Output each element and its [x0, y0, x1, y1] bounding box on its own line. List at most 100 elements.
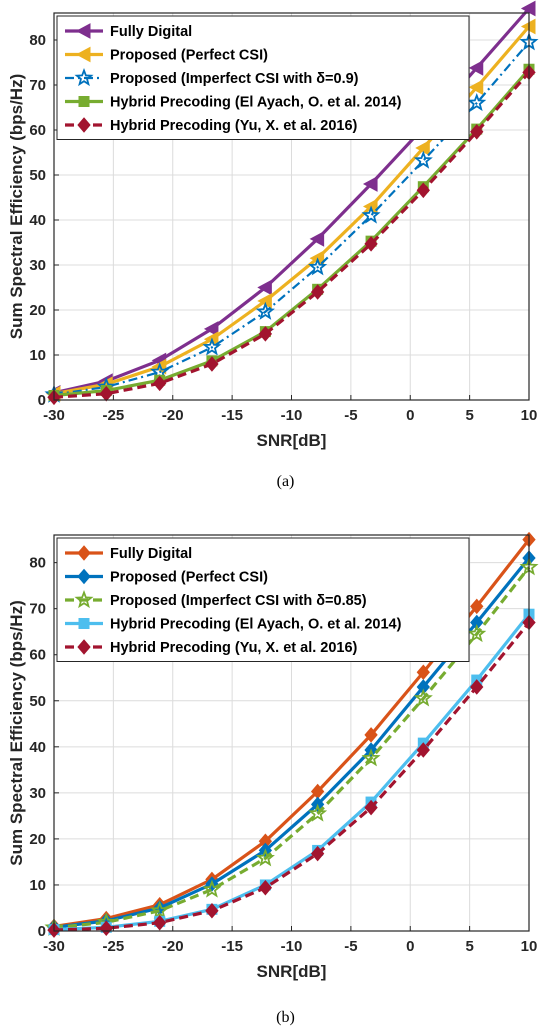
data-point: [153, 375, 167, 392]
series-line: [53, 613, 531, 932]
series-hybrid-precoding-yu-x-et-al-2016: [47, 64, 536, 406]
data-point: [520, 0, 536, 17]
x-tick-label: -30: [43, 938, 65, 955]
x-tick-label: -25: [103, 407, 125, 424]
y-tick-label: 20: [29, 302, 46, 319]
data-point: [309, 231, 325, 247]
data-point: [153, 914, 167, 931]
legend-marker: [77, 117, 91, 133]
series-line: [53, 566, 531, 930]
legend-item: Hybrid Precoding (Yu, X. et al. 2016): [65, 639, 358, 656]
legend-label: Hybrid Precoding (Yu, X. et al. 2016): [110, 640, 358, 656]
legend-item: Proposed (Imperfect CSI with δ=0.85): [65, 589, 367, 609]
data-point: [310, 845, 325, 862]
data-point: [203, 321, 219, 337]
legend-item: Hybrid Precoding (El Ayach, O. et al. 20…: [65, 95, 402, 111]
data-point: [150, 900, 170, 919]
data-point: [205, 356, 219, 372]
data-point: [308, 257, 328, 276]
data-point: [413, 150, 433, 169]
y-tick-label: 80: [29, 32, 46, 49]
x-tick-label: -20: [162, 938, 184, 955]
y-tick-label: 50: [29, 167, 46, 184]
data-point: [202, 337, 222, 356]
y-tick-label: 20: [29, 831, 46, 848]
y-tick-label: 10: [29, 347, 46, 364]
data-point: [308, 803, 328, 822]
data-point: [470, 614, 484, 631]
legend-marker: [77, 568, 91, 585]
y-tick-label: 70: [29, 601, 46, 618]
legend-label: Hybrid Precoding (El Ayach, O. et al. 20…: [110, 95, 402, 111]
y-tick-label: 80: [29, 555, 46, 572]
y-axis-label: Sum Spectral Efficiency (bps/Hz): [7, 600, 26, 865]
y-axis-label: Sum Spectral Efficiency (bps/Hz): [7, 74, 26, 339]
legend-item: Hybrid Precoding (El Ayach, O. et al. 20…: [65, 617, 402, 633]
x-tick-label: -20: [162, 407, 184, 424]
data-point: [361, 205, 381, 224]
chart-b: -30 -25 -20 -15 -10 -5 0 5 10 0 10 20 30 40 50 60 70 80 SN…: [7, 531, 539, 1026]
y-tick-label: 10: [29, 877, 46, 894]
data-point: [202, 879, 222, 898]
data-point: [258, 879, 273, 896]
legend-label: Proposed (Imperfect CSI with δ=0.9): [110, 71, 359, 87]
data-point: [364, 799, 378, 816]
data-point: [416, 182, 430, 199]
data-point: [470, 124, 484, 140]
legend-label: Hybrid Precoding (El Ayach, O. et al. 20…: [110, 617, 402, 633]
legend-label: Proposed (Perfect CSI): [110, 48, 268, 64]
legend-item: Proposed (Perfect CSI): [65, 46, 268, 64]
data-point: [468, 79, 484, 96]
x-tick-label: 10: [521, 407, 538, 424]
y-tick-label: 30: [29, 257, 46, 274]
data-point: [310, 284, 325, 300]
series-line: [53, 71, 531, 399]
data-point: [470, 679, 484, 695]
x-axis-label: SNR[dB]: [257, 431, 327, 450]
data-point: [470, 598, 484, 615]
legend-label: Proposed (Imperfect CSI with δ=0.85): [110, 593, 367, 609]
figure-caption: (b): [276, 1009, 295, 1026]
data-point: [468, 60, 484, 76]
data-point: [467, 623, 487, 643]
data-point: [364, 727, 378, 743]
y-tick-label: 0: [38, 923, 46, 940]
y-tick-label: 30: [29, 785, 46, 802]
legend-label: Hybrid Precoding (Yu, X. et al. 2016): [110, 118, 358, 134]
series-line: [53, 68, 531, 398]
data-point: [416, 742, 430, 758]
data-point: [415, 140, 430, 156]
legend-item: Fully Digital: [65, 23, 192, 40]
x-tick-label: -5: [344, 938, 357, 955]
legend-marker: [78, 96, 90, 107]
x-tick-label: 5: [465, 407, 473, 424]
x-tick-label: -15: [221, 407, 243, 424]
legend-label: Fully Digital: [110, 546, 192, 562]
x-tick-label: -15: [221, 938, 243, 955]
data-point: [258, 326, 273, 342]
x-tick-label: 5: [465, 938, 473, 955]
x-axis-label: SNR[dB]: [257, 962, 327, 981]
x-tick-label: -30: [43, 407, 65, 424]
data-point: [99, 385, 113, 402]
y-tick-label: 60: [29, 122, 46, 139]
x-tick-label: 10: [521, 938, 538, 955]
chart-a: -30 -25 -20 -15 -10 -5 0 5 10 0 10 20 30 40 50 60 70 80 SN…: [7, 0, 539, 490]
data-point: [255, 848, 275, 867]
legend-marker: [74, 589, 94, 609]
legend-item: Hybrid Precoding (Yu, X. et al. 2016): [65, 117, 358, 134]
legend-box: [56, 15, 470, 140]
legend-label: Proposed (Perfect CSI): [110, 570, 268, 586]
legend-box: [56, 537, 470, 662]
data-point: [361, 748, 381, 767]
legend-marker: [75, 46, 91, 63]
x-tick-label: -10: [281, 938, 303, 955]
legend-label: Fully Digital: [110, 24, 192, 40]
legend: Fully Digital Proposed (Perfect CSI) Propo…: [56, 537, 470, 662]
data-point: [413, 688, 433, 707]
legend-marker: [75, 23, 91, 39]
x-tick-label: -5: [344, 407, 357, 424]
series-line: [53, 621, 531, 932]
y-tick-label: 50: [29, 693, 46, 710]
legend-marker: [77, 545, 91, 561]
